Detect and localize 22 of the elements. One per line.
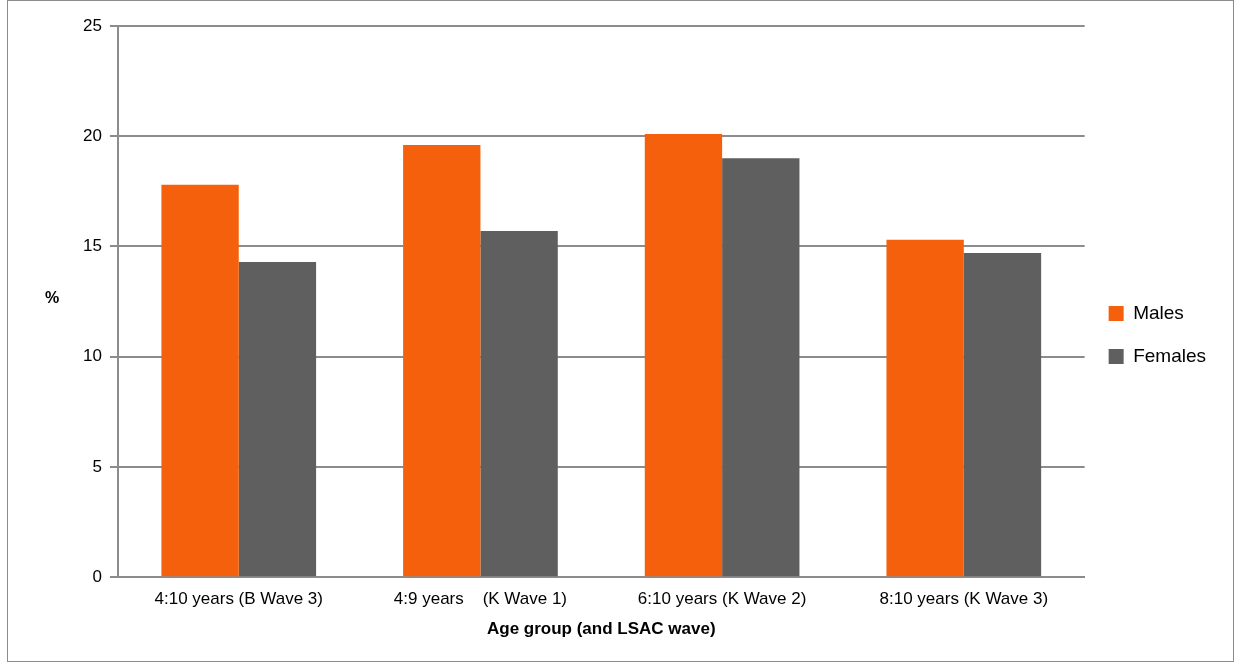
- bar: [722, 158, 800, 577]
- y-tick-label: 10: [82, 346, 102, 366]
- x-tick-label: 6:10 years (K Wave 2): [637, 589, 807, 609]
- y-axis-title: %: [44, 289, 60, 307]
- y-tick-label: 20: [82, 125, 102, 145]
- bar: [963, 253, 1042, 577]
- y-tick-label: 5: [92, 456, 102, 476]
- x-tick-label: 8:10 years (K Wave 3): [879, 589, 1049, 609]
- y-tick-label: 0: [92, 566, 102, 586]
- y-tick-label: 25: [82, 15, 102, 35]
- bar: [886, 239, 964, 577]
- legend-label: Females: [1133, 344, 1206, 366]
- x-tick-label: 4:10 years (B Wave 3): [154, 589, 323, 609]
- bar: [161, 184, 239, 577]
- y-tick-label: 15: [82, 236, 102, 256]
- x-tick-label: 4:9 years (K Wave 1): [393, 589, 568, 609]
- x-axis-title: Age group (and LSAC wave): [486, 619, 716, 639]
- bar: [480, 231, 558, 577]
- bar: [644, 134, 723, 577]
- legend-label: Males: [1133, 301, 1184, 323]
- bar: [403, 145, 481, 577]
- bar: [238, 261, 317, 577]
